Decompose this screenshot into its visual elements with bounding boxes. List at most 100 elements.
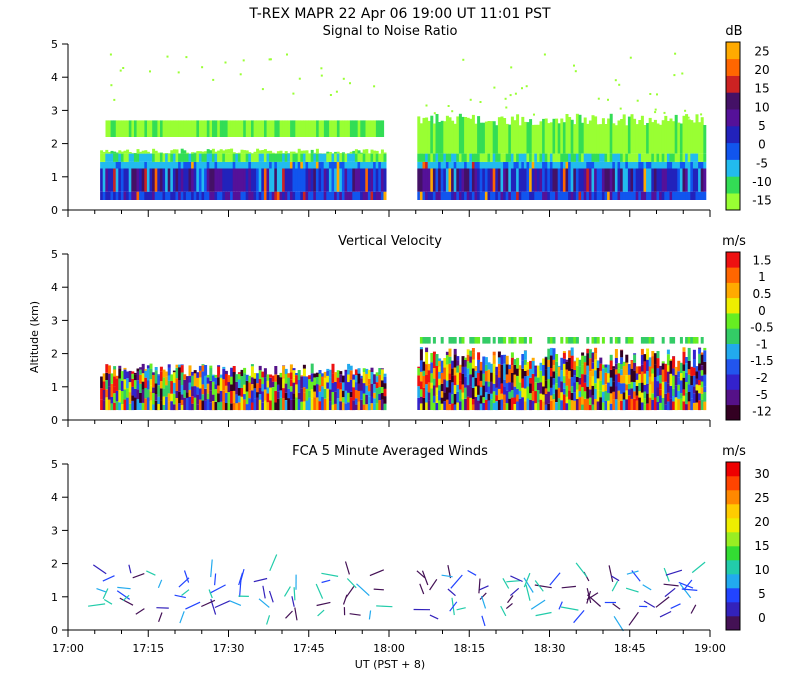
snr-colorbar-frame: [725, 41, 741, 211]
snr-cell: [588, 168, 592, 192]
snr-speckle: [447, 105, 450, 107]
vel-cell: [516, 394, 520, 402]
snr-cell: [487, 153, 491, 162]
snr-cell: [573, 124, 577, 154]
vel-cell: [365, 394, 369, 405]
snr-cell: [497, 153, 501, 162]
snr-cell: [583, 191, 587, 200]
snr-cell: [698, 122, 702, 154]
snr-speckle: [335, 90, 338, 93]
vel-cell: [162, 404, 166, 410]
vel-cell: [438, 366, 442, 372]
vel-cell: [269, 387, 273, 401]
vel-cell: [456, 365, 460, 373]
vel-cell: [105, 389, 109, 398]
snr-cell: [521, 191, 525, 200]
snr-cell: [219, 191, 223, 200]
vel-cell: [557, 387, 561, 399]
snr-cell: [289, 161, 293, 169]
vel-cell: [362, 368, 366, 372]
vel-cell: [315, 377, 319, 384]
vel-cell: [555, 383, 559, 390]
snr-cell: [198, 168, 202, 192]
snr-cell: [300, 120, 304, 137]
vel-cell: [495, 401, 499, 411]
snr-y-tick-label: 5: [51, 38, 58, 51]
vel-cell: [544, 357, 548, 370]
snr-cell: [360, 161, 364, 169]
vel-cell: [698, 353, 702, 364]
snr-cell: [516, 161, 520, 169]
snr-data: [100, 52, 707, 200]
snr-cell: [555, 118, 559, 154]
snr-cell: [183, 161, 187, 169]
vel-cell: [653, 364, 657, 377]
vel-cell: [276, 391, 280, 399]
snr-cell: [617, 120, 621, 154]
vel-cell: [321, 386, 325, 397]
snr-cell: [484, 153, 488, 162]
snr-cell: [206, 161, 210, 169]
vel-cell: [651, 393, 655, 400]
vel-cell: [633, 362, 637, 371]
vel-cell: [531, 400, 535, 410]
snr-cell: [258, 150, 262, 154]
snr-cell: [664, 153, 668, 162]
vel-cell: [102, 390, 106, 401]
vel-cell: [552, 337, 556, 344]
snr-cell: [620, 161, 624, 169]
snr-cell: [271, 191, 275, 200]
vel-cell: [578, 366, 582, 378]
vel-cell: [141, 373, 145, 382]
vel-cell: [461, 337, 465, 344]
vel-cell: [469, 374, 473, 387]
snr-cell: [183, 168, 187, 192]
vel-cell: [313, 377, 317, 386]
vel-cell: [698, 400, 702, 411]
vel-cell: [552, 348, 556, 360]
snr-cell: [175, 149, 179, 154]
snr-cell: [456, 161, 460, 169]
snr-cell: [146, 168, 150, 192]
vel-cell: [422, 337, 426, 344]
snr-cell: [555, 168, 559, 192]
vel-cell: [625, 384, 629, 391]
vel-cell: [266, 402, 270, 410]
snr-cell: [316, 120, 320, 137]
snr-cell: [341, 168, 345, 192]
snr-cell: [188, 161, 192, 169]
snr-cell: [383, 161, 387, 169]
snr-cell: [495, 153, 499, 162]
wind-barb: [478, 578, 481, 594]
vel-cell: [445, 399, 449, 411]
snr-cell: [248, 168, 252, 192]
snr-cell: [588, 120, 592, 154]
vel-cell: [292, 370, 296, 378]
snr-cell: [354, 153, 358, 162]
snr-cell: [679, 153, 683, 162]
snr-cell: [692, 153, 696, 162]
snr-cell: [440, 120, 444, 154]
vel-cell: [536, 382, 540, 390]
vel-cell: [570, 386, 574, 393]
snr-cell: [529, 119, 533, 154]
vel-cell: [601, 384, 605, 392]
wind-colorbar-swatch: [726, 504, 740, 519]
snr-cell: [284, 191, 288, 200]
snr-cell: [685, 161, 689, 169]
snr-cell: [625, 168, 629, 192]
snr-cell: [620, 168, 624, 192]
snr-speckle: [649, 93, 652, 95]
snr-cell: [555, 191, 559, 200]
vel-cell: [666, 401, 670, 411]
vel-cell: [211, 381, 215, 395]
snr-cell: [120, 153, 124, 162]
snr-cell: [357, 161, 361, 169]
vel-cell: [126, 378, 130, 389]
snr-cell: [100, 191, 104, 200]
snr-cell: [703, 191, 707, 200]
vel-cell: [620, 357, 624, 364]
snr-cell: [362, 120, 366, 137]
snr-cell: [240, 153, 244, 162]
vel-cell: [341, 382, 345, 391]
